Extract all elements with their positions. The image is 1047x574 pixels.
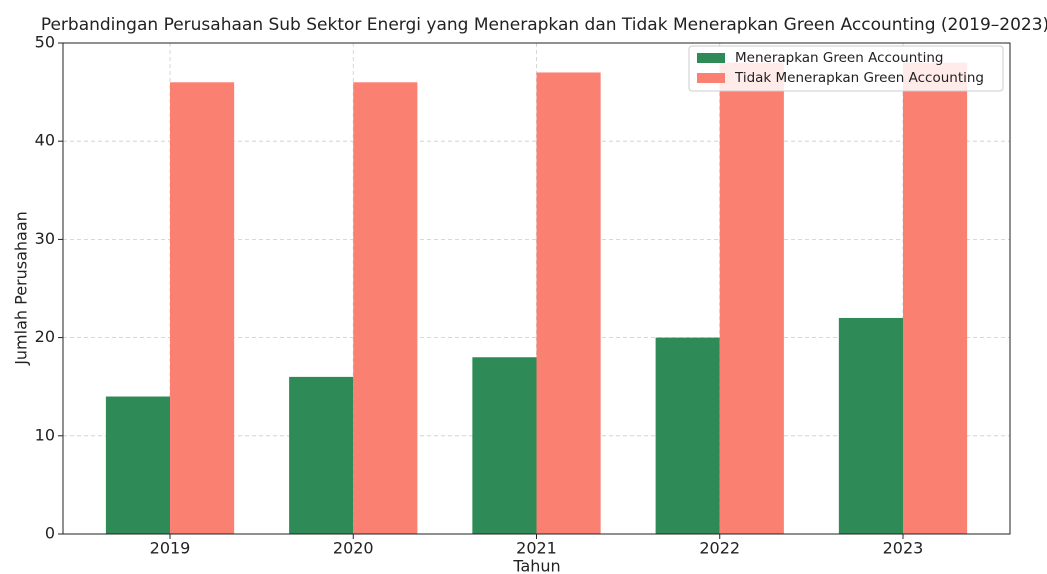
chart-title: Perbandingan Perusahaan Sub Sektor Energ… bbox=[41, 15, 1047, 35]
y-tick-label: 10 bbox=[35, 425, 55, 444]
plot-frame bbox=[62, 42, 1011, 535]
x-tick-label: 2023 bbox=[883, 539, 924, 558]
legend-label: Menerapkan Green Accounting bbox=[735, 50, 943, 66]
bar bbox=[838, 317, 903, 534]
bar bbox=[655, 337, 720, 534]
bar bbox=[105, 396, 171, 534]
bar bbox=[289, 376, 354, 534]
bar bbox=[536, 72, 601, 535]
bar bbox=[902, 62, 968, 534]
bar bbox=[170, 82, 235, 534]
y-tick-label: 30 bbox=[35, 229, 55, 248]
y-tick-label: 0 bbox=[45, 524, 55, 543]
y-tick-label: 20 bbox=[35, 327, 55, 346]
legend-swatch bbox=[697, 53, 725, 63]
legend-label: Tidak Menerapkan Green Accounting bbox=[734, 70, 984, 86]
legend-swatch bbox=[697, 73, 725, 83]
legend-box bbox=[688, 45, 1004, 92]
x-tick-label: 2020 bbox=[333, 539, 374, 558]
x-axis-label: Tahun bbox=[512, 557, 560, 574]
x-tick-label: 2021 bbox=[516, 539, 557, 558]
x-tick-label: 2022 bbox=[699, 539, 740, 558]
x-tick-label: 2019 bbox=[150, 539, 191, 558]
bar bbox=[719, 62, 784, 534]
y-tick-label: 40 bbox=[35, 131, 55, 150]
y-tick-label: 50 bbox=[35, 33, 55, 52]
bar bbox=[353, 82, 418, 534]
bar bbox=[472, 357, 537, 534]
y-axis-label: Jumlah Perusahaan bbox=[12, 211, 31, 366]
